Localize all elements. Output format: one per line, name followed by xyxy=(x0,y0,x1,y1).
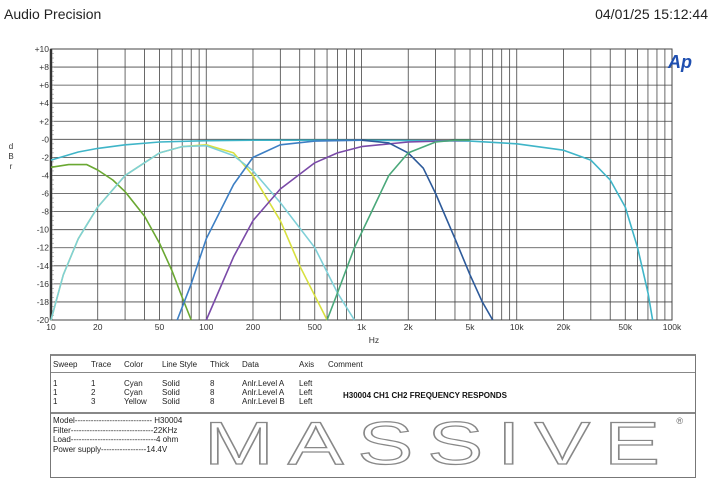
svg-text:100: 100 xyxy=(199,322,213,332)
svg-text:50: 50 xyxy=(155,322,165,332)
svg-text:20: 20 xyxy=(93,322,103,332)
svg-text:200: 200 xyxy=(246,322,260,332)
svg-text:20k: 20k xyxy=(557,322,571,332)
spec-power: Power supply-----------------14.4V xyxy=(53,444,168,454)
y-axis-ticks: +10 +8 +6 +4 +2 -0 -2 -4 -6 -8 -10 -12 -14 -16 -18 -20 xyxy=(35,44,50,325)
svg-text:+8: +8 xyxy=(39,62,49,72)
svg-text:-10: -10 xyxy=(37,225,50,235)
svg-text:-14: -14 xyxy=(37,261,50,271)
svg-text:+10: +10 xyxy=(35,44,50,54)
svg-text:-8: -8 xyxy=(41,207,49,217)
col-axis: Axis xyxy=(299,360,315,369)
svg-text:+6: +6 xyxy=(39,80,49,90)
col-comment: Comment xyxy=(328,360,363,369)
svg-text:Ap: Ap xyxy=(667,52,692,72)
massive-logo: MASSIVE xyxy=(203,414,674,472)
col-line-style: Line Style xyxy=(162,360,198,369)
svg-text:+4: +4 xyxy=(39,98,49,108)
series-line xyxy=(205,139,471,321)
svg-text:100k: 100k xyxy=(663,322,682,332)
col-trace: Trace xyxy=(91,360,112,369)
svg-text:500: 500 xyxy=(308,322,322,332)
spec-filter: Filter-------------------------------22K… xyxy=(53,425,178,435)
svg-text:MASSIVE: MASSIVE xyxy=(204,414,674,472)
col-color: Color xyxy=(124,360,144,369)
svg-text:1k: 1k xyxy=(357,322,367,332)
registered-mark: ® xyxy=(676,416,683,426)
svg-text:10k: 10k xyxy=(510,322,524,332)
svg-text:50k: 50k xyxy=(618,322,632,332)
ap-logo: Ap xyxy=(667,52,692,72)
series-line xyxy=(50,163,192,321)
table-row: 1 3 Yellow Solid 8 Anlr.Level B Left xyxy=(53,397,313,406)
x-axis-ticks: 10 20 50 100 200 500 1k 2k 5k 10k 20k 50k 100k xyxy=(46,322,682,332)
app-title: Audio Precision xyxy=(4,6,102,22)
chart-series xyxy=(50,139,654,321)
series-line xyxy=(361,139,494,321)
svg-text:-12: -12 xyxy=(37,243,50,253)
svg-text:-16: -16 xyxy=(37,279,50,289)
svg-text:-4: -4 xyxy=(41,170,49,180)
timestamp: 04/01/25 15:12:44 xyxy=(595,6,708,22)
chart-grid xyxy=(49,48,673,321)
chart-comment: H30004 CH1 CH2 FREQUENCY RESPONDS xyxy=(343,391,507,400)
series-line xyxy=(176,139,362,321)
col-data: Data xyxy=(242,360,259,369)
svg-text:-18: -18 xyxy=(37,297,50,307)
series-line xyxy=(50,139,654,321)
svg-text:-0: -0 xyxy=(41,134,49,144)
svg-text:5k: 5k xyxy=(466,322,476,332)
sweep-legend-table: Sweep Trace Color Line Style Thick Data … xyxy=(50,354,696,478)
spec-load: Load--------------------------------4 oh… xyxy=(53,435,179,444)
table-row: 1 1 Cyan Solid 8 Anlr.Level A Left xyxy=(53,379,313,388)
table-header: Sweep Trace Color Line Style Thick Data … xyxy=(51,356,695,373)
col-thick: Thick xyxy=(210,360,230,369)
x-axis-label: Hz xyxy=(369,335,379,345)
svg-text:-2: -2 xyxy=(41,152,49,162)
svg-text:-6: -6 xyxy=(41,189,49,199)
svg-text:-20: -20 xyxy=(37,315,50,325)
svg-text:+2: +2 xyxy=(39,116,49,126)
table-row: 1 2 Cyan Solid 8 Anlr.Level A Left xyxy=(53,388,313,397)
col-sweep: Sweep xyxy=(53,360,78,369)
series-line xyxy=(326,139,470,321)
spec-list: Model----------------------------- H3000… xyxy=(53,416,182,454)
frequency-response-chart: 10 20 50 100 200 500 1k 2k 5k 10k 20k 50k 100k +10 +8… xyxy=(35,44,692,345)
spec-model: Model----------------------------- H3000… xyxy=(53,416,183,425)
divider xyxy=(51,412,695,414)
svg-text:2k: 2k xyxy=(404,322,414,332)
svg-text:10: 10 xyxy=(46,322,56,332)
series-line xyxy=(50,144,356,321)
series-line xyxy=(50,144,328,321)
